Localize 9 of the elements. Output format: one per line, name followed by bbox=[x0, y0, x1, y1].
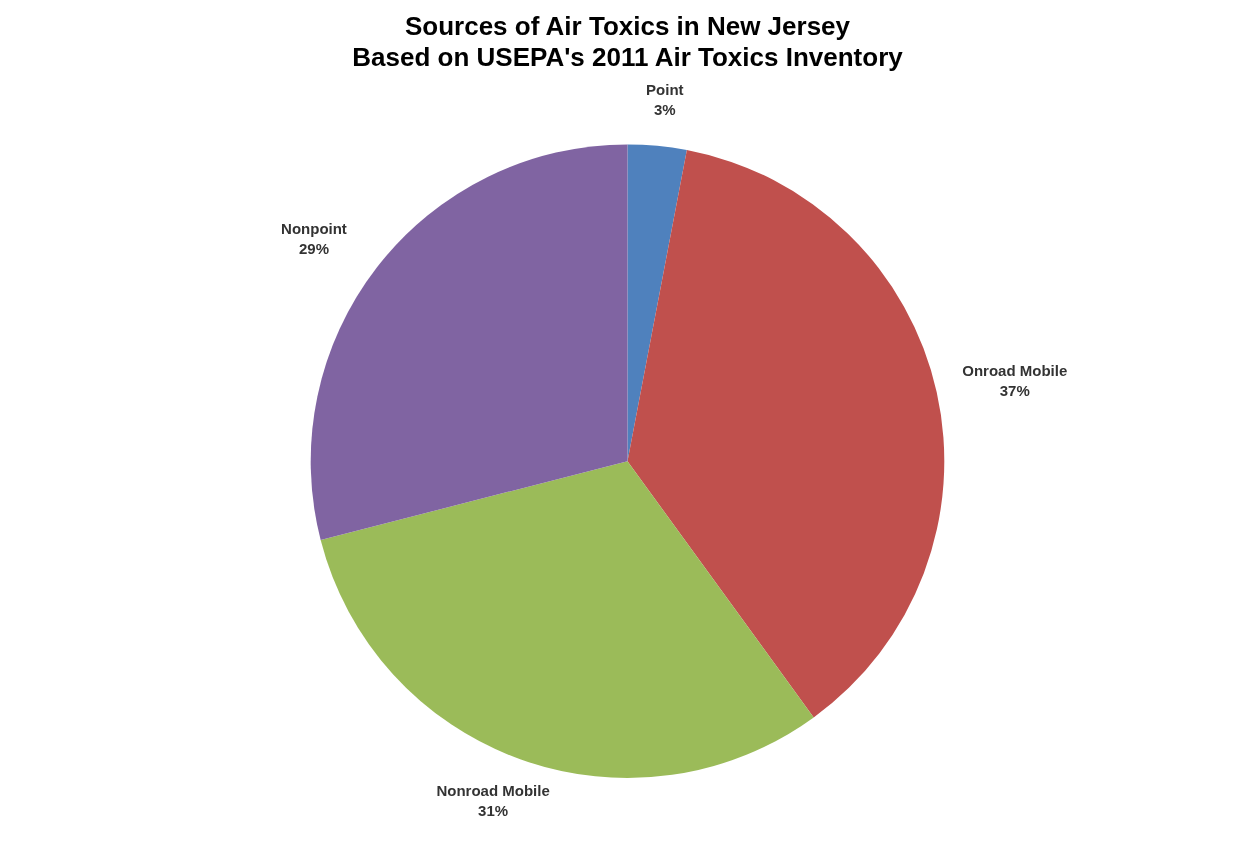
slice-label: Onroad Mobile bbox=[962, 362, 1068, 380]
chart-title: Sources of Air Toxics in New Jersey Based on USEPA's 2011 Air Toxics Inventory bbox=[352, 10, 904, 72]
slice-label: Nonroad Mobile bbox=[436, 781, 550, 799]
data-label: 29% bbox=[298, 239, 329, 257]
data-label: 37% bbox=[999, 382, 1030, 400]
data-label: 3% bbox=[654, 101, 676, 119]
slice-label: Nonpoint bbox=[281, 219, 347, 237]
data-label: 31% bbox=[478, 801, 509, 819]
slice-label: Point bbox=[646, 81, 684, 99]
